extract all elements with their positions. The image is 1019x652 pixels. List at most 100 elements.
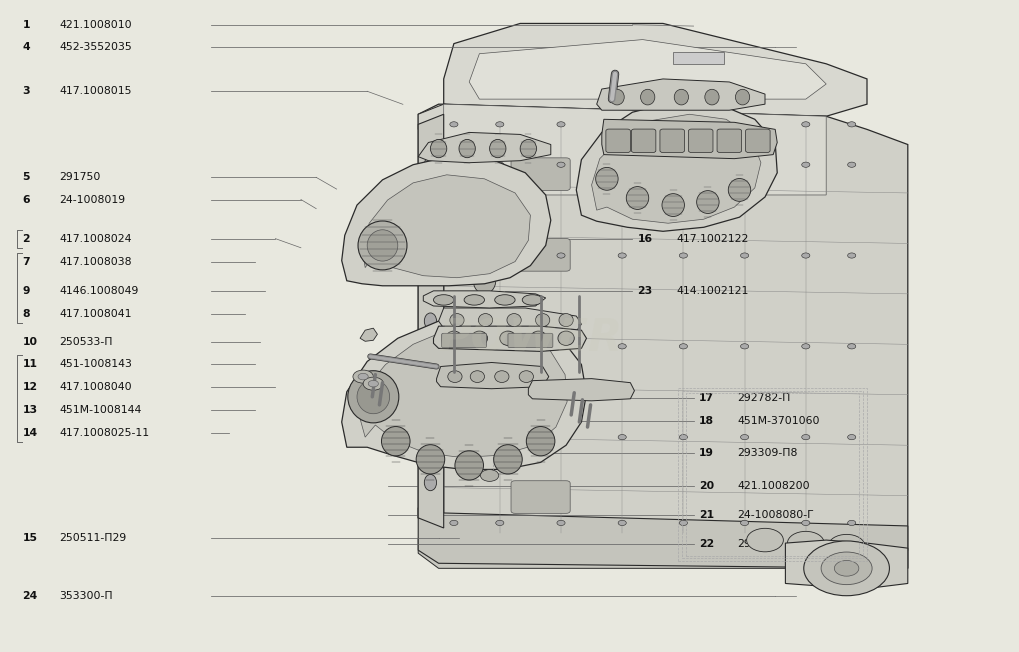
Ellipse shape	[381, 426, 410, 456]
Circle shape	[556, 434, 565, 439]
Circle shape	[556, 253, 565, 258]
Circle shape	[556, 122, 565, 127]
Circle shape	[495, 253, 503, 258]
Ellipse shape	[595, 168, 618, 190]
Ellipse shape	[367, 230, 397, 261]
Polygon shape	[341, 156, 550, 286]
Circle shape	[679, 344, 687, 349]
Text: 12: 12	[22, 382, 38, 393]
Circle shape	[618, 520, 626, 526]
Text: 414.1002121: 414.1002121	[676, 286, 748, 297]
FancyBboxPatch shape	[605, 129, 630, 153]
Text: 353300-П: 353300-П	[59, 591, 113, 601]
Polygon shape	[673, 52, 723, 64]
Circle shape	[495, 122, 503, 127]
Text: 2: 2	[22, 233, 30, 244]
Polygon shape	[433, 326, 586, 351]
Circle shape	[740, 344, 748, 349]
Text: 451-1008143: 451-1008143	[59, 359, 131, 370]
Circle shape	[847, 162, 855, 168]
Ellipse shape	[449, 314, 464, 327]
Text: 421.1008200: 421.1008200	[737, 481, 809, 491]
Ellipse shape	[640, 89, 654, 105]
Circle shape	[449, 162, 458, 168]
Circle shape	[801, 162, 809, 168]
Text: 15: 15	[22, 533, 38, 543]
Circle shape	[618, 122, 626, 127]
FancyBboxPatch shape	[688, 129, 712, 153]
Polygon shape	[359, 326, 567, 457]
Text: 5: 5	[22, 172, 30, 183]
Text: 7: 7	[22, 257, 30, 267]
Ellipse shape	[535, 314, 549, 327]
Text: 292782-П: 292782-П	[737, 393, 790, 403]
Circle shape	[803, 541, 889, 596]
Text: 4: 4	[22, 42, 30, 52]
Ellipse shape	[489, 140, 505, 158]
Text: POWER: POWER	[438, 318, 622, 361]
Circle shape	[363, 377, 383, 390]
Text: 421.1008010: 421.1008010	[59, 20, 131, 30]
FancyBboxPatch shape	[511, 158, 570, 190]
Ellipse shape	[506, 314, 521, 327]
Bar	[682, 391, 862, 558]
Text: 8: 8	[22, 309, 30, 319]
Text: 417.1008025-11: 417.1008025-11	[59, 428, 149, 438]
Text: 1: 1	[22, 20, 30, 30]
Ellipse shape	[424, 232, 436, 248]
Ellipse shape	[424, 394, 436, 410]
Text: 19: 19	[698, 448, 713, 458]
Circle shape	[480, 469, 498, 481]
Circle shape	[847, 520, 855, 526]
Text: 250511-П29: 250511-П29	[59, 533, 126, 543]
Polygon shape	[418, 508, 907, 569]
Polygon shape	[436, 363, 548, 389]
FancyBboxPatch shape	[507, 333, 552, 348]
Ellipse shape	[522, 295, 542, 305]
Polygon shape	[418, 132, 550, 163]
Ellipse shape	[530, 331, 546, 346]
Ellipse shape	[494, 371, 508, 383]
Text: 452-3552035: 452-3552035	[59, 42, 131, 52]
Ellipse shape	[357, 380, 389, 414]
Polygon shape	[418, 114, 443, 528]
Circle shape	[449, 434, 458, 439]
Text: 22: 22	[698, 539, 713, 550]
Circle shape	[556, 520, 565, 526]
Circle shape	[556, 344, 565, 349]
Text: 293309-П8: 293309-П8	[737, 448, 797, 458]
Ellipse shape	[416, 445, 444, 474]
Ellipse shape	[464, 295, 484, 305]
Circle shape	[495, 434, 503, 439]
Circle shape	[847, 253, 855, 258]
Text: 17: 17	[698, 393, 713, 403]
Polygon shape	[576, 102, 776, 231]
Polygon shape	[418, 104, 825, 129]
Ellipse shape	[473, 348, 495, 374]
Circle shape	[679, 253, 687, 258]
Polygon shape	[443, 23, 866, 116]
Text: 21: 21	[698, 510, 713, 520]
Circle shape	[740, 434, 748, 439]
Circle shape	[495, 520, 503, 526]
FancyBboxPatch shape	[631, 129, 655, 153]
Ellipse shape	[661, 194, 684, 216]
Circle shape	[787, 531, 823, 555]
Text: 291750: 291750	[59, 172, 101, 183]
Circle shape	[740, 520, 748, 526]
Circle shape	[368, 380, 378, 387]
Ellipse shape	[473, 187, 495, 213]
Circle shape	[801, 434, 809, 439]
Circle shape	[358, 374, 368, 380]
Ellipse shape	[358, 221, 407, 270]
Text: 291797: 291797	[737, 539, 777, 550]
Text: 24-1008019: 24-1008019	[59, 194, 125, 205]
Circle shape	[801, 122, 809, 127]
Text: 417.1008015: 417.1008015	[59, 86, 131, 96]
Ellipse shape	[519, 371, 533, 383]
Ellipse shape	[557, 331, 574, 346]
Ellipse shape	[471, 331, 487, 346]
Text: 417.1008040: 417.1008040	[59, 382, 131, 393]
Polygon shape	[596, 79, 764, 110]
Circle shape	[740, 162, 748, 168]
